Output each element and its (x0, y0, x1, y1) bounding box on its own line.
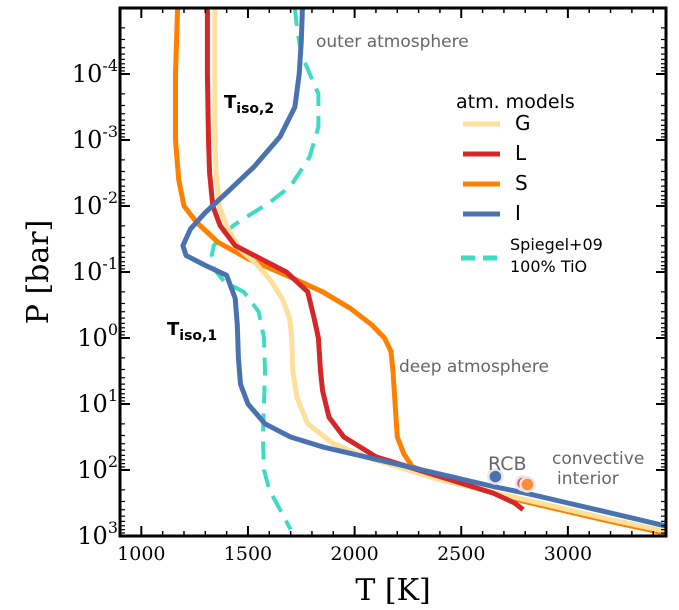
legend-label-l: L (515, 141, 527, 165)
series-layer (173, 8, 666, 536)
rcb-points-layer (487, 468, 536, 493)
x-axis-title: T [K] (355, 573, 430, 608)
interior-label: interior (557, 469, 619, 489)
plot-frame (118, 6, 668, 538)
y-tick-label: 102 (77, 452, 118, 484)
y-tick-label: 100 (77, 320, 118, 352)
y-tick-label: 10-4 (72, 56, 118, 88)
legend-label-s: S (515, 171, 528, 195)
series-line-i (180, 8, 666, 529)
y-tick-label: 103 (77, 518, 118, 550)
y-tick-label: 10-3 (72, 122, 118, 154)
y-axis-title: P [bar] (21, 220, 56, 325)
convective-label: convective (552, 449, 644, 469)
y-tick-label: 10-2 (72, 188, 118, 220)
legend-label-g: G (515, 111, 531, 135)
x-tick-label: 3000 (544, 543, 592, 565)
series-line-spiegel (209, 8, 321, 531)
rcb-point-3 (519, 476, 536, 493)
legend-label-i: I (515, 201, 521, 225)
rcb-point-1 (487, 468, 504, 485)
outer-atmosphere-label: outer atmosphere (316, 32, 469, 52)
deep-atmosphere-label: deep atmosphere (399, 357, 549, 377)
rcb-label: RCB (488, 453, 527, 475)
series-line-l (204, 8, 525, 512)
legend-label-spiegel: Spiegel+09 (510, 235, 603, 254)
x-tick-label: 1500 (224, 543, 272, 565)
tiso1-label: Tiso,1 (167, 319, 217, 344)
x-tick-label: 1000 (117, 543, 165, 565)
y-tick-label: 101 (77, 386, 118, 418)
y-tick-label: 10-1 (72, 254, 118, 286)
tiso2-label: Tiso,2 (224, 92, 274, 117)
x-tick-label: 2000 (330, 543, 378, 565)
legend-title: atm. models (456, 91, 575, 113)
legend-label-spiegel-line2: 100% TiO (510, 257, 587, 276)
x-tick-label: 2500 (437, 543, 485, 565)
ticks-layer: 1000 1500 2000 2500 3000 10-4 10-3 10-2 10-1 100 1… (72, 7, 666, 565)
